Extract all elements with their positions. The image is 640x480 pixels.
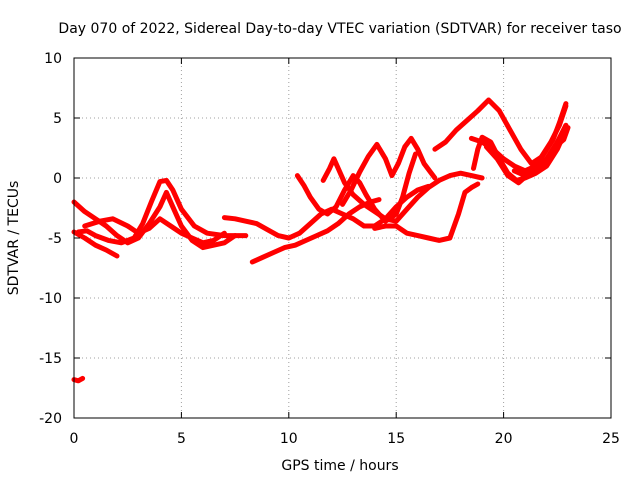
series-arc-9 [320, 156, 485, 224]
x-tick-label: 5 [177, 431, 186, 447]
grid [74, 58, 611, 418]
y-tick-label: 10 [44, 51, 62, 67]
x-tick-label: 0 [70, 431, 79, 447]
series-arc-3 [75, 177, 249, 246]
chart-title: Day 070 of 2022, Sidereal Day-to-day VTE… [58, 21, 621, 37]
y-tick-label: -20 [39, 411, 62, 427]
axis-ticks: 0 5 10 15 20 25 -20 -15 -10 -5 0 5 10 [39, 51, 620, 447]
series-arc-16 [71, 375, 86, 384]
series-arc-6 [249, 197, 382, 265]
series-arc-1 [71, 189, 238, 251]
y-axis-label: SDTVAR / TECUs [6, 181, 22, 296]
series-arc-15 [511, 125, 571, 179]
x-tick-label: 15 [387, 431, 405, 447]
y-tick-label: -10 [39, 291, 62, 307]
series-arc-10 [372, 181, 481, 243]
x-axis-label: GPS time / hours [281, 458, 398, 474]
y-tick-label: -5 [48, 231, 62, 247]
series-arc-4 [82, 216, 227, 246]
y-tick-label: -15 [39, 351, 62, 367]
x-tick-label: 25 [602, 431, 620, 447]
x-tick-label: 20 [495, 431, 513, 447]
series-arc-8 [340, 135, 438, 207]
y-tick-label: 0 [53, 171, 62, 187]
x-tick-label: 10 [280, 431, 298, 447]
y-tick-label: 5 [53, 111, 62, 127]
data-series [71, 97, 571, 384]
series-arc-2 [71, 229, 120, 259]
